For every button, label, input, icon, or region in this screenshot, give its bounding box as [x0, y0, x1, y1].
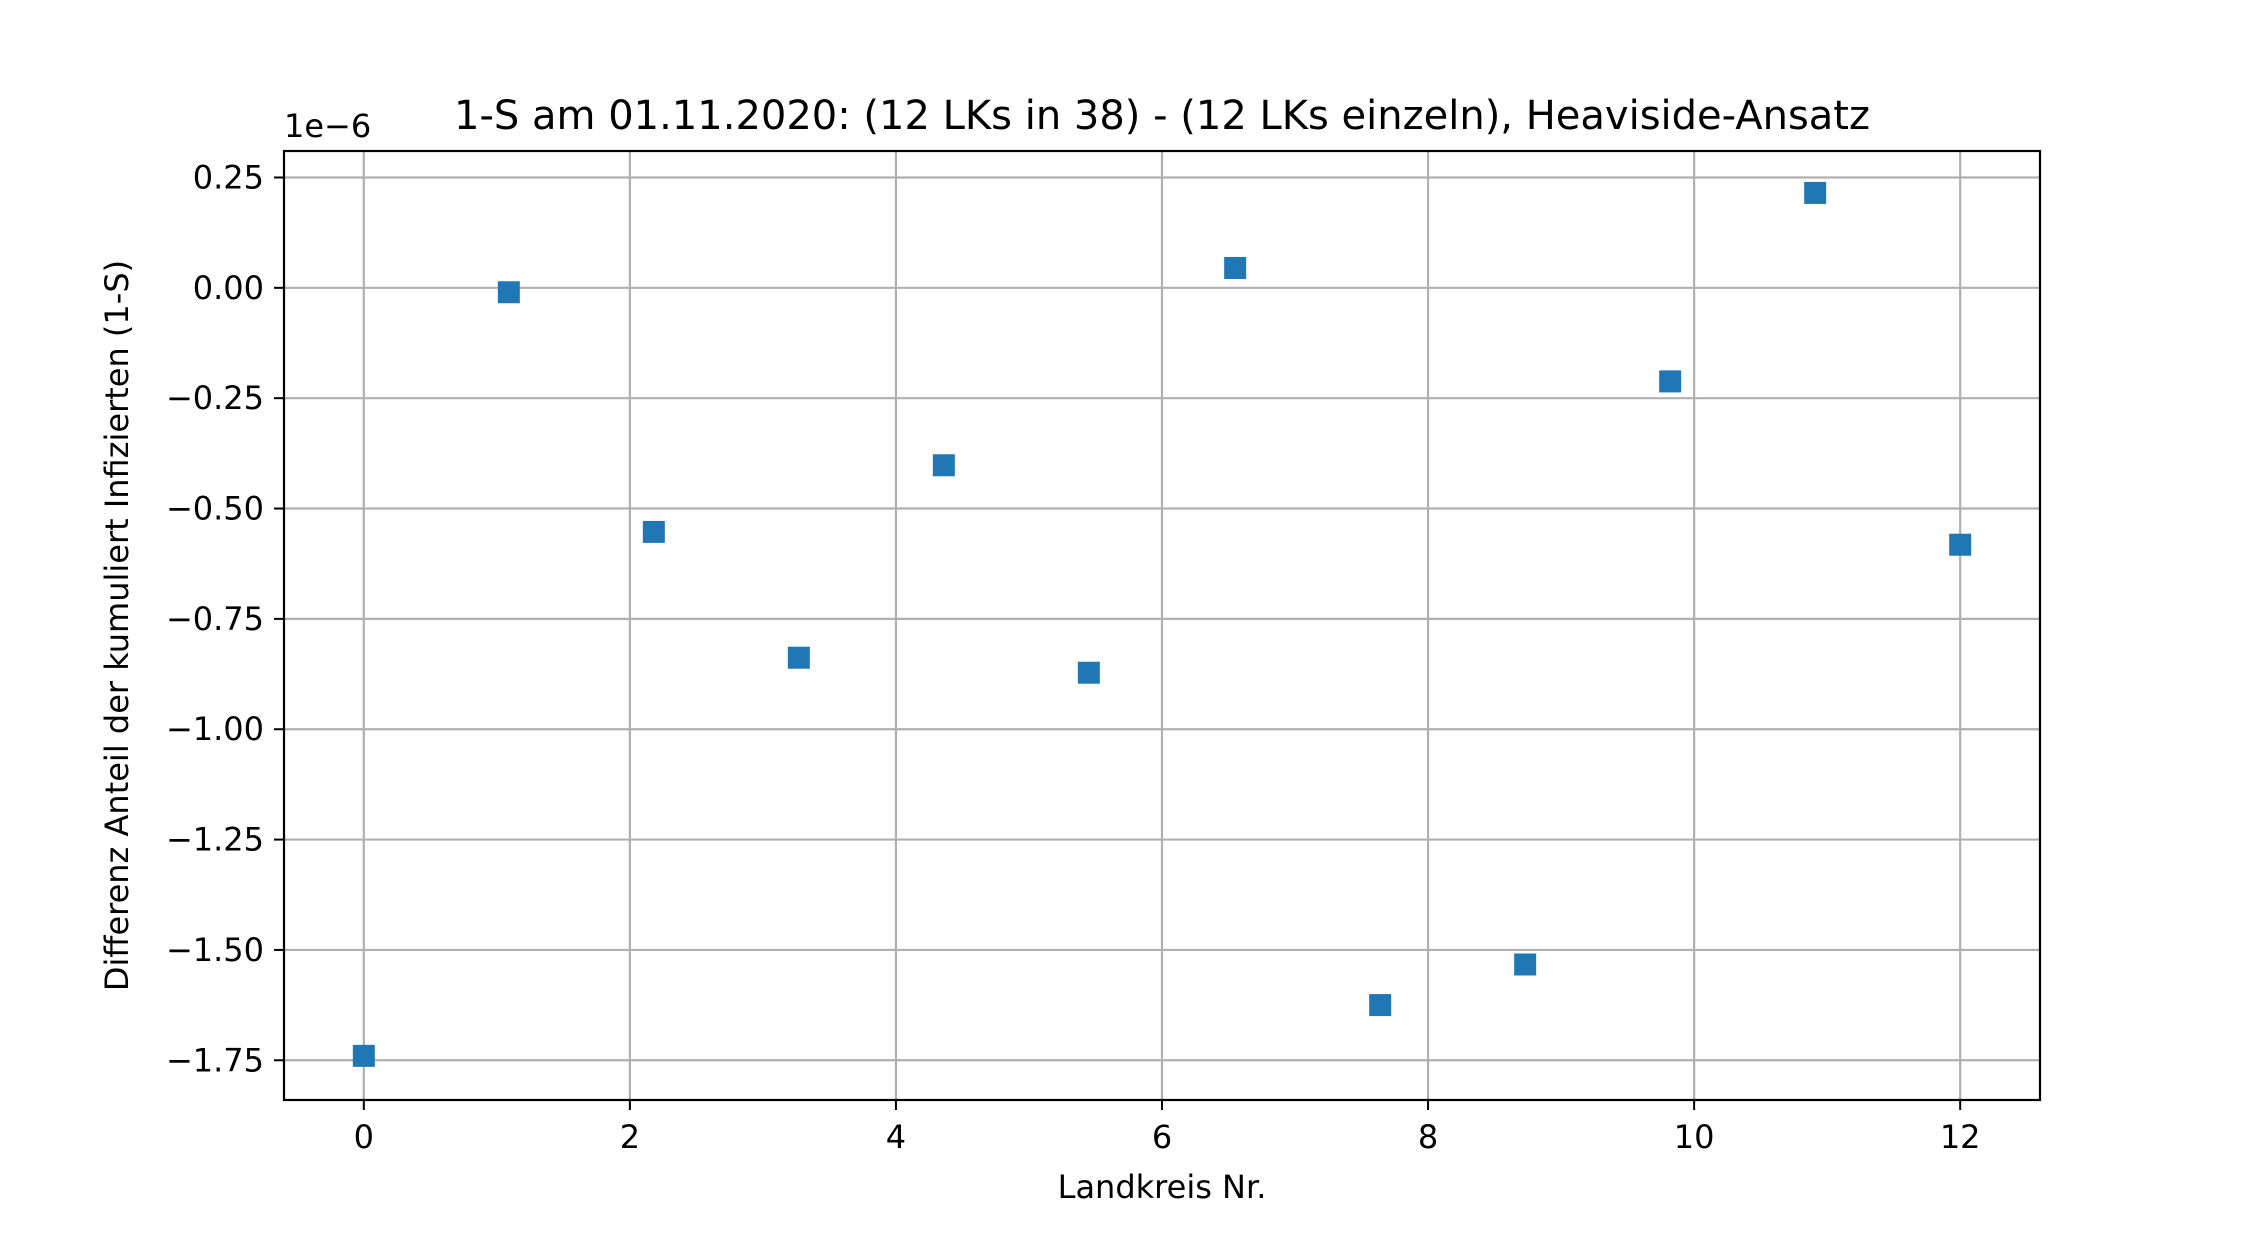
data-point	[1369, 994, 1392, 1017]
data-point	[497, 281, 520, 304]
data-point	[1804, 181, 1827, 204]
data-point	[352, 1044, 375, 1067]
data-point	[1514, 953, 1537, 976]
y-tick-label: −1.50	[166, 931, 264, 969]
x-tick-label: 12	[1940, 1118, 1981, 1156]
x-tick-label: 2	[620, 1118, 640, 1156]
data-point	[1949, 533, 1972, 556]
x-tick-label: 8	[1418, 1118, 1438, 1156]
x-tick-label: 10	[1674, 1118, 1715, 1156]
y-tick-label: 0.25	[193, 158, 264, 196]
chart-title: 1-S am 01.11.2020: (12 LKs in 38) - (12 …	[454, 93, 1870, 139]
y-tick-label: 0.00	[193, 269, 264, 307]
data-point	[642, 520, 665, 543]
x-tick-label: 0	[354, 1118, 374, 1156]
x-tick-label: 4	[886, 1118, 906, 1156]
x-tick-label: 6	[1152, 1118, 1172, 1156]
x-axis-label: Landkreis Nr.	[1058, 1168, 1267, 1206]
data-point	[787, 646, 810, 669]
y-tick-label: −1.25	[166, 821, 264, 859]
data-point	[932, 454, 955, 477]
grid-lines	[284, 151, 2040, 1100]
y-tick-label: −0.25	[166, 379, 264, 417]
y-offset-label: 1e−6	[284, 107, 371, 145]
data-point	[1224, 256, 1247, 279]
y-tick-label: −1.00	[166, 710, 264, 748]
data-point	[1077, 661, 1100, 684]
y-tick-label: −0.50	[166, 490, 264, 528]
y-tick-label: −0.75	[166, 600, 264, 638]
y-tick-label: −1.75	[166, 1041, 264, 1079]
data-points	[352, 181, 1972, 1067]
axis-ticks: 0 2 4 6 8 10 12 0.25 0.00 −0.25 −0.50 −0.75 −1.00 −1.…	[166, 158, 1981, 1156]
data-point	[1659, 370, 1682, 393]
y-axis-label: Differenz Anteil der kumuliert Infiziert…	[98, 260, 136, 991]
